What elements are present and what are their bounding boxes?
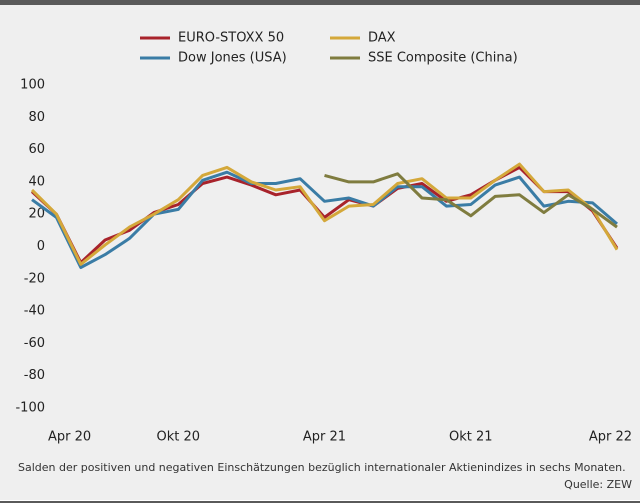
source: Quelle: ZEW [564,478,632,491]
series-line [30,162,619,266]
y-tick-label: -80 [24,368,45,383]
series-line [31,170,618,269]
legend-label: Dow Jones (USA) [178,51,287,66]
x-tick-label: Okt 21 [449,430,493,445]
legend-label: EURO-STOXX 50 [178,31,284,46]
legend-label: SSE Composite (China) [368,51,518,66]
x-tick-label: Apr 20 [48,430,91,445]
x-tick-label: Apr 22 [589,430,632,445]
y-tick-label: -40 [24,304,45,319]
x-tick-label: Apr 21 [303,430,346,445]
y-tick-label: 60 [28,142,45,157]
y-tick-label: 40 [28,174,45,189]
y-tick-label: 80 [28,110,45,125]
legend-label: DAX [368,31,396,46]
y-tick-label: 0 [37,239,45,254]
note: Salden der positiven und negativen Einsc… [18,461,626,474]
x-tick-label: Okt 20 [156,430,200,445]
series-line [30,165,619,265]
series-line [324,172,618,229]
y-tick-label: -20 [24,271,45,286]
y-tick-label: 20 [28,207,45,222]
y-tick-label: -60 [24,336,45,351]
y-tick-label: 100 [20,78,45,93]
y-tick-label: -100 [15,401,45,416]
